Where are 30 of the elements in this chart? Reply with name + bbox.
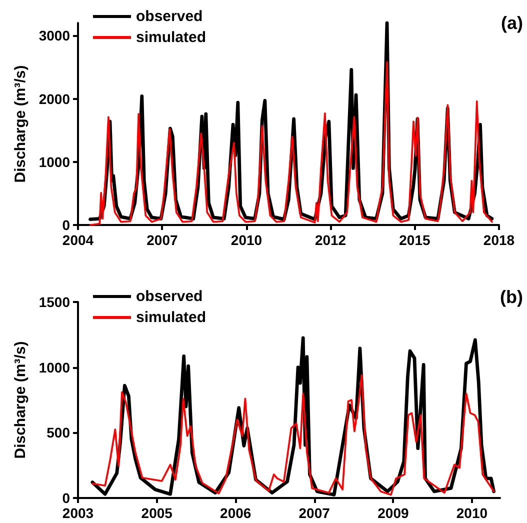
legend-label: simulated xyxy=(136,29,206,46)
y-tick-label: 0 xyxy=(62,217,70,233)
legend-label: simulated xyxy=(136,309,206,326)
x-tick-label: 2010 xyxy=(230,232,262,248)
y-tick-label: 1000 xyxy=(38,359,70,376)
x-tick-label: 2005 xyxy=(141,505,173,521)
y-axis-title: Discharge (m³/s) xyxy=(12,65,29,183)
x-tick-label: 2004 xyxy=(62,232,94,248)
x-tick-label: 2012 xyxy=(314,232,346,248)
x-tick-label: 2007 xyxy=(298,505,330,521)
y-tick-label: 1500 xyxy=(38,294,70,310)
y-axis-title: Discharge (m³/s) xyxy=(12,341,29,459)
y-tick-label: 3000 xyxy=(38,28,70,44)
x-tick-label: 2007 xyxy=(146,232,178,248)
x-tick-label: 2010 xyxy=(456,505,488,521)
x-tick-label: 2009 xyxy=(378,505,410,521)
legend-label: observed xyxy=(136,8,203,25)
text: (a) xyxy=(501,13,524,33)
y-tick-label: 2000 xyxy=(38,90,70,107)
x-tick-label: 2006 xyxy=(220,505,252,521)
y-tick-label: 0 xyxy=(62,490,70,506)
line-series xyxy=(89,61,493,226)
x-tick-label: 2015 xyxy=(399,232,430,248)
y-tick-label: 500 xyxy=(46,424,70,441)
line-series xyxy=(92,374,495,496)
x-tick-label: 2018 xyxy=(483,232,515,248)
annotation: (b) xyxy=(500,287,524,307)
x-tick-label: 2003 xyxy=(62,505,94,521)
y-tick-label: 1000 xyxy=(38,154,70,170)
legend-label: observed xyxy=(136,288,203,305)
